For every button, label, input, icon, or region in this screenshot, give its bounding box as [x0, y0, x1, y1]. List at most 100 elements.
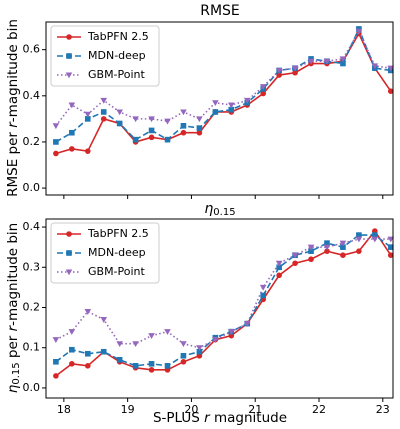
- legend-box: [50, 222, 160, 284]
- series-line: [55, 229, 392, 377]
- marker: [259, 84, 267, 90]
- label-text: RMSE per: [5, 128, 21, 197]
- legend-marker: [65, 269, 73, 276]
- title-text: η: [204, 201, 213, 217]
- x-axis-label: S-PLUS r magnitude: [153, 410, 287, 426]
- marker: [180, 123, 187, 129]
- marker: [340, 244, 346, 250]
- marker: [291, 65, 299, 72]
- marker: [228, 102, 235, 109]
- marker: [387, 244, 394, 250]
- marker: [243, 97, 251, 104]
- marker: [324, 248, 330, 254]
- marker: [180, 109, 187, 116]
- marker: [196, 348, 203, 355]
- marker: [132, 363, 139, 369]
- marker: [84, 116, 91, 122]
- label-text: η: [5, 384, 21, 393]
- marker: [323, 58, 331, 65]
- marker: [196, 116, 203, 123]
- x-tick-label: 18: [57, 403, 71, 416]
- marker: [53, 150, 59, 157]
- y-tick-label: 0.3: [23, 260, 41, 273]
- marker: [323, 244, 331, 251]
- marker: [84, 111, 92, 118]
- marker: [356, 248, 362, 254]
- marker: [180, 341, 187, 347]
- y-axis-label: η0.15 per r-magnitude bin: [5, 223, 22, 393]
- series-line: [55, 29, 391, 127]
- legend-marker: [65, 72, 73, 79]
- y-tick-label: 0.6: [23, 43, 41, 56]
- marker: [84, 350, 91, 357]
- label-text: -magnitude bin: [5, 19, 21, 122]
- marker: [100, 97, 108, 104]
- marker: [148, 127, 155, 134]
- marker: [148, 116, 155, 123]
- marker: [164, 363, 171, 369]
- marker: [132, 341, 139, 347]
- marker: [68, 102, 76, 109]
- marker: [53, 358, 59, 365]
- marker: [116, 109, 123, 116]
- y-axis-label: RMSE per r-magnitude bin: [5, 19, 21, 197]
- marker: [356, 232, 362, 238]
- legend-marker: [66, 231, 72, 237]
- marker: [196, 345, 203, 352]
- label-text: 0.15: [11, 362, 22, 384]
- marker: [276, 272, 282, 279]
- marker: [148, 367, 155, 373]
- marker: [339, 56, 347, 63]
- marker: [100, 348, 107, 355]
- marker: [164, 136, 171, 143]
- legend-label: TabPFN 2.5: [87, 227, 149, 240]
- marker: [387, 236, 395, 243]
- marker: [355, 236, 363, 243]
- marker: [387, 252, 394, 259]
- marker: [132, 116, 139, 123]
- marker: [292, 69, 298, 76]
- marker: [116, 356, 123, 363]
- marker: [276, 264, 282, 271]
- marker: [100, 109, 107, 115]
- label-text: r: [5, 324, 21, 331]
- y-tick-label: 0.4: [23, 220, 41, 233]
- legend-marker: [66, 53, 72, 59]
- label-text: r: [5, 121, 21, 128]
- label-text: magnitude: [210, 410, 287, 426]
- label-text: per: [5, 331, 21, 362]
- marker: [132, 136, 139, 143]
- marker: [69, 129, 75, 136]
- marker: [243, 321, 251, 327]
- marker: [68, 329, 76, 335]
- marker: [116, 341, 123, 347]
- marker: [387, 88, 394, 94]
- marker: [275, 260, 283, 267]
- marker: [180, 129, 187, 136]
- x-tick-label: 22: [312, 403, 326, 416]
- marker: [371, 236, 379, 243]
- label-text: r: [204, 410, 211, 426]
- marker: [371, 63, 379, 70]
- marker: [84, 309, 92, 315]
- marker: [196, 125, 203, 131]
- marker: [164, 329, 171, 335]
- marker: [308, 256, 314, 263]
- chart-title: RMSE: [200, 3, 240, 19]
- marker: [84, 148, 91, 154]
- marker: [308, 248, 314, 254]
- marker: [180, 358, 187, 365]
- marker: [307, 58, 315, 65]
- x-tick-label: 21: [248, 403, 262, 416]
- marker: [196, 129, 203, 136]
- legend-label: GBM-Point: [88, 265, 146, 278]
- marker: [100, 116, 107, 122]
- marker: [69, 146, 75, 152]
- marker: [212, 337, 219, 343]
- marker: [307, 244, 315, 251]
- marker: [148, 361, 155, 367]
- legend-marker: [66, 250, 72, 256]
- title-subscript: 0.15: [213, 207, 235, 218]
- marker: [148, 333, 155, 339]
- marker: [339, 240, 347, 247]
